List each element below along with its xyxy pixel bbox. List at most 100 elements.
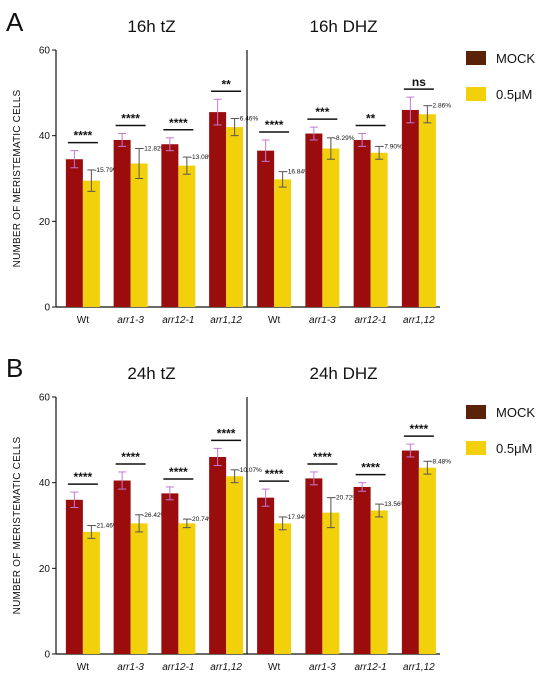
percent-change-label: -13.56% [382, 501, 406, 508]
significance-label: *** [315, 105, 329, 119]
legend-swatch [466, 51, 486, 65]
bar-treated [226, 476, 244, 654]
category-label: arr1,12 [403, 315, 435, 326]
bar-treated [274, 523, 292, 654]
y-axis-label: NUMBER OF MERISTEMATIC CELLS [12, 90, 23, 268]
y-tick-label: 60 [39, 393, 51, 404]
legend-label: MOCK [496, 51, 535, 66]
y-tick-label: 0 [44, 303, 50, 314]
bar-mock [353, 139, 371, 307]
y-tick-label: 20 [39, 217, 51, 228]
bar-treated [370, 510, 388, 654]
panel-letter: B [6, 353, 23, 383]
bar-treated [82, 180, 100, 307]
significance-label: ns [412, 75, 426, 89]
percent-change-label: -8.48% [430, 458, 451, 465]
bar-treated [130, 523, 148, 654]
percent-change-label: -20.74% [190, 516, 214, 523]
bar-mock [113, 480, 131, 654]
bar-mock [257, 150, 275, 307]
category-label: arr1-3 [117, 315, 144, 326]
bar-mock [209, 456, 227, 654]
bar-mock [65, 159, 83, 307]
bar-mock [401, 450, 419, 654]
bar-mock [401, 109, 419, 307]
significance-label: **** [361, 461, 380, 475]
significance-label: **** [169, 465, 188, 479]
significance-label: **** [265, 467, 284, 481]
category-label: arr1-3 [117, 662, 144, 673]
category-label: arr12-1 [162, 315, 194, 326]
bar-treated [82, 531, 100, 654]
category-label: arr12-1 [355, 662, 387, 673]
significance-label: **** [121, 112, 140, 126]
y-tick-label: 60 [39, 46, 51, 57]
category-label: arr1,12 [210, 315, 242, 326]
y-tick-label: 0 [44, 650, 50, 661]
legend-label: MOCK [496, 405, 535, 420]
bar-treated [178, 523, 196, 654]
bar-treated [226, 127, 244, 307]
legend-swatch [466, 87, 486, 101]
category-label: Wt [268, 662, 280, 673]
percent-change-label: -10.07% [238, 467, 262, 474]
category-label: Wt [77, 662, 89, 673]
significance-label: **** [74, 129, 93, 143]
category-label: arr12-1 [162, 662, 194, 673]
bar-mock [305, 133, 323, 307]
legend-swatch [466, 441, 486, 455]
percent-change-label: -12.82% [142, 146, 166, 153]
subplot-title: 16h DHZ [309, 17, 377, 36]
percent-change-label: -8.29% [334, 135, 355, 142]
significance-label: **** [313, 450, 332, 464]
bar-mock [353, 486, 371, 654]
category-label: arr1-3 [309, 315, 336, 326]
bar-mock [161, 493, 179, 654]
percent-change-label: -20.72% [334, 495, 358, 502]
y-axis-label: NUMBER OF MERISTEMATIC CELLS [12, 437, 23, 615]
percent-change-label: -13.08% [190, 154, 214, 161]
category-label: Wt [268, 315, 280, 326]
bar-treated [130, 163, 148, 307]
bar-mock [113, 139, 131, 307]
subplot-title: 24h DHZ [309, 364, 377, 383]
legend-label: 0.5μM [496, 87, 532, 102]
category-label: arr1,12 [403, 662, 435, 673]
legend-label: 0.5μM [496, 441, 532, 456]
significance-label: **** [121, 450, 140, 464]
significance-label: **** [265, 118, 284, 132]
significance-label: **** [169, 116, 188, 130]
y-tick-label: 20 [39, 564, 51, 575]
y-tick-label: 40 [39, 131, 51, 142]
bar-treated [418, 467, 436, 654]
percent-change-label: -7.90% [382, 143, 403, 150]
significance-label: ** [221, 77, 231, 91]
subplot-title: 16h tZ [127, 17, 175, 36]
category-label: Wt [77, 315, 89, 326]
significance-label: ** [366, 112, 376, 126]
bar-treated [322, 148, 340, 307]
bar-mock [257, 497, 275, 654]
bar-mock [161, 144, 179, 307]
legend-swatch [466, 405, 486, 419]
percent-change-label: -6.46% [238, 116, 259, 123]
percent-change-label: -2.86% [430, 103, 451, 110]
significance-label: **** [217, 426, 236, 440]
bar-treated [418, 114, 436, 307]
percent-change-label: -26.42% [142, 512, 166, 519]
y-tick-label: 40 [39, 478, 51, 489]
subplot-title: 24h tZ [127, 364, 175, 383]
bar-treated [322, 512, 340, 654]
percent-change-label: -16.84% [286, 169, 310, 176]
bar-mock [209, 112, 227, 307]
category-label: arr1-3 [309, 662, 336, 673]
significance-label: **** [410, 422, 429, 436]
significance-label: **** [74, 470, 93, 484]
bar-mock [305, 478, 323, 654]
category-label: arr1,12 [210, 662, 242, 673]
percent-change-label: -21.46% [94, 523, 118, 530]
bar-treated [178, 165, 196, 307]
bar-mock [65, 499, 83, 654]
percent-change-label: -17.94% [286, 514, 310, 521]
